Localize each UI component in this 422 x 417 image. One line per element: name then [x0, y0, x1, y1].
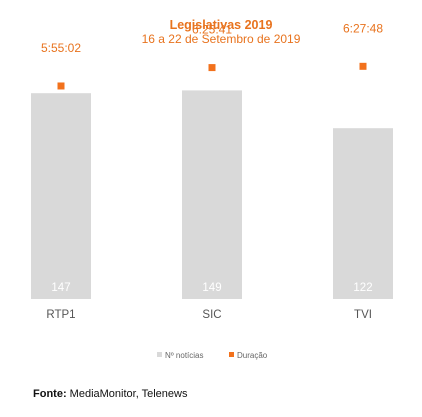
category-label-rtp1: RTP1 — [46, 309, 75, 321]
bar-label-rtp1: 147 — [51, 282, 70, 294]
bar-label-tvi: 122 — [353, 282, 372, 294]
legend-swatch-duracao — [229, 352, 234, 357]
bar-sic — [182, 90, 242, 300]
chart-subtitle: 16 a 22 de Setembro de 2019 — [142, 32, 301, 46]
legend: Nº notícias Duração — [157, 351, 268, 360]
plot-area: 147 5:55:02 RTP1 149 6:25:41 SIC 122 6:27:48 TVI — [31, 21, 393, 321]
duration-marker-sic — [208, 64, 216, 72]
bar-rtp1 — [31, 93, 91, 299]
duration-label-tvi: 6:27:48 — [343, 21, 383, 35]
source-text: MediaMonitor, Telenews — [69, 388, 188, 400]
chart: Legislativas 2019 16 a 22 de Setembro de… — [31, 18, 393, 360]
source-label: Fonte: — [33, 388, 67, 400]
bar-tvi — [333, 128, 393, 299]
duration-marker-tvi — [359, 62, 367, 70]
bar-label-sic: 149 — [202, 282, 221, 294]
duration-marker-rtp1 — [57, 82, 65, 90]
legend-label-noticias: Nº notícias — [165, 351, 204, 360]
category-label-tvi: TVI — [354, 309, 372, 321]
duration-label-rtp1: 5:55:02 — [41, 41, 81, 55]
chart-title: Legislativas 2019 — [170, 18, 273, 32]
source-note: Fonte: MediaMonitor, Telenews — [33, 388, 187, 400]
legend-swatch-noticias — [157, 352, 162, 357]
duration-label-sic: 6:25:41 — [192, 23, 232, 37]
category-label-sic: SIC — [202, 309, 221, 321]
legend-label-duracao: Duração — [237, 351, 268, 360]
